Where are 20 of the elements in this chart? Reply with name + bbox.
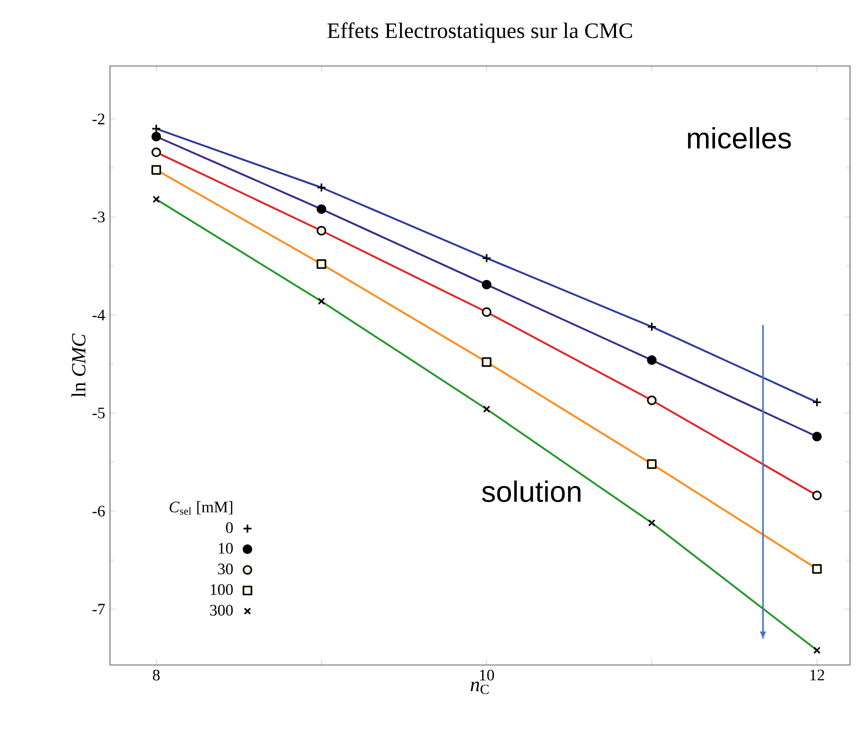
x-tick-label: 10 bbox=[480, 670, 494, 680]
chart-title: Effets Electrostatiques sur la CMC bbox=[327, 22, 632, 43]
x-tick-label: 12 bbox=[810, 670, 824, 680]
y-tick-label: -6 bbox=[92, 506, 105, 516]
annotation: micelles bbox=[688, 127, 791, 149]
y-tick-label: -7 bbox=[92, 604, 105, 614]
y-tick-label: -2 bbox=[92, 114, 104, 124]
x-axis-title: n$_{C}$ bbox=[470, 682, 489, 694]
y-tick-label: -5 bbox=[92, 408, 105, 418]
annotation: solution bbox=[482, 480, 580, 502]
legend-label: 0 bbox=[226, 522, 233, 534]
y-tick-label: -4 bbox=[92, 310, 106, 320]
x-tick-label: 8 bbox=[152, 670, 160, 680]
legend-label: 100 bbox=[210, 584, 233, 595]
y-tick-label: -3 bbox=[92, 212, 105, 222]
legend-label: 30 bbox=[218, 564, 233, 574]
legend-label: 300 bbox=[210, 604, 233, 616]
legend-title: C$_{sel}$ [mM] bbox=[170, 501, 232, 515]
y-axis-title: ln CMC bbox=[71, 333, 86, 398]
legend-label: 10 bbox=[218, 542, 233, 554]
